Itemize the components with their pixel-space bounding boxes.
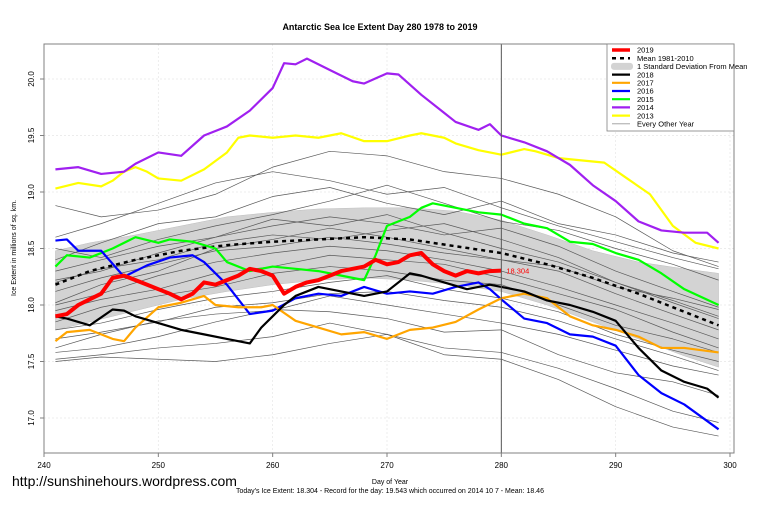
legend-label: 2014	[637, 103, 654, 112]
legend-item: 1 Standard Deviation From Mean	[611, 62, 747, 71]
x-axis-title: Day of Year	[372, 479, 409, 486]
y-tick-label: 17.0	[27, 410, 36, 426]
y-tick-label: 18.0	[27, 297, 36, 313]
legend-item: 2014	[612, 103, 654, 112]
today-value-label: 18.304	[506, 267, 529, 276]
series-line-every-other-year	[55, 275, 719, 362]
legend-item: 2017	[612, 79, 654, 88]
legend-label: 2013	[637, 111, 654, 120]
series-line-2013	[55, 132, 719, 250]
legend-label: 2019	[637, 46, 654, 55]
x-axis: 240 250 260 270 280 290 300	[37, 453, 737, 470]
legend-item: 2019	[612, 46, 654, 55]
x-tick-label: 270	[380, 461, 394, 470]
legend-item: 2013	[612, 111, 654, 120]
legend-item: 2015	[612, 95, 654, 104]
y-axis: 17.0 17.5 18.0 18.5 19.0 19.5 20.0	[27, 71, 44, 426]
y-tick-label: 19.5	[27, 127, 36, 143]
series-line-every-other-year	[55, 150, 719, 267]
series-layer	[54, 57, 720, 437]
series-line-every-other-year	[55, 171, 719, 270]
series-line-2015	[54, 202, 720, 306]
series-line-every-other-year	[55, 309, 719, 396]
legend-label: 1 Standard Deviation From Mean	[637, 62, 747, 71]
x-tick-label: 260	[266, 461, 280, 470]
legend-swatch	[611, 62, 633, 70]
series-line-every-other-year	[55, 184, 719, 281]
footer-stats: Today's Ice Extent: 18.304 - Record for …	[236, 488, 544, 495]
y-axis-title: Ice Extent in millions of sq. km.	[11, 200, 18, 296]
watermark-url: http://sunshinehours.wordpress.com	[12, 473, 237, 489]
series-line-every-other-year	[55, 334, 719, 437]
legend-label: 2016	[637, 87, 654, 96]
legend-label: 2015	[637, 95, 654, 104]
series-line-every-other-year	[55, 245, 719, 340]
legend-label: 2017	[637, 79, 654, 88]
x-tick-label: 300	[723, 461, 737, 470]
series-line-every-other-year	[55, 236, 719, 331]
series-line-2019	[55, 251, 502, 319]
series-line-every-other-year	[55, 266, 719, 353]
legend-label: 2018	[637, 70, 654, 79]
legend-item: Every Other Year	[612, 120, 695, 129]
y-tick-label: 18.5	[27, 240, 36, 256]
legend-label: Every Other Year	[637, 120, 695, 129]
series-line-2017	[54, 292, 719, 354]
y-tick-label: 20.0	[27, 71, 36, 87]
legend-label: Mean 1981-2010	[637, 54, 694, 63]
series-line-2014	[55, 57, 720, 244]
y-tick-label: 19.0	[27, 184, 36, 200]
y-tick-label: 17.5	[27, 353, 36, 369]
series-line-mean-1981-2010	[54, 235, 720, 327]
legend-item: 2016	[612, 87, 654, 96]
x-tick-label: 250	[152, 461, 166, 470]
legend-item: Mean 1981-2010	[612, 54, 694, 63]
chart-title: Antarctic Sea Ice Extent Day 280 1978 to…	[282, 22, 477, 32]
series-line-every-other-year	[55, 216, 719, 308]
series-line-every-other-year	[55, 214, 719, 317]
series-line-2018	[55, 272, 720, 399]
legend-item: 2018	[612, 70, 654, 79]
x-tick-label: 280	[495, 461, 509, 470]
series-line-every-other-year	[55, 187, 719, 263]
x-tick-label: 240	[37, 461, 51, 470]
series-line-2016	[55, 238, 720, 431]
series-line-every-other-year	[55, 295, 719, 376]
x-tick-label: 290	[609, 461, 623, 470]
